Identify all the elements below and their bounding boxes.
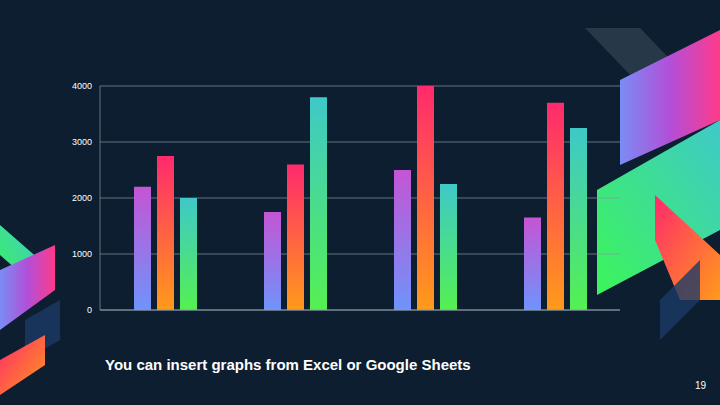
svg-text:4000: 4000 <box>72 81 92 91</box>
svg-text:2000: 2000 <box>72 193 92 203</box>
html-text:19: 19 <box>694 380 706 391</box>
svg-text:0: 0 <box>87 305 92 315</box>
html-text:You can insert graphs from Exc: You can insert graphs from Excel or Goog… <box>105 356 471 373</box>
svg-text:1000: 1000 <box>72 249 92 259</box>
svg-text:3000: 3000 <box>72 137 92 147</box>
